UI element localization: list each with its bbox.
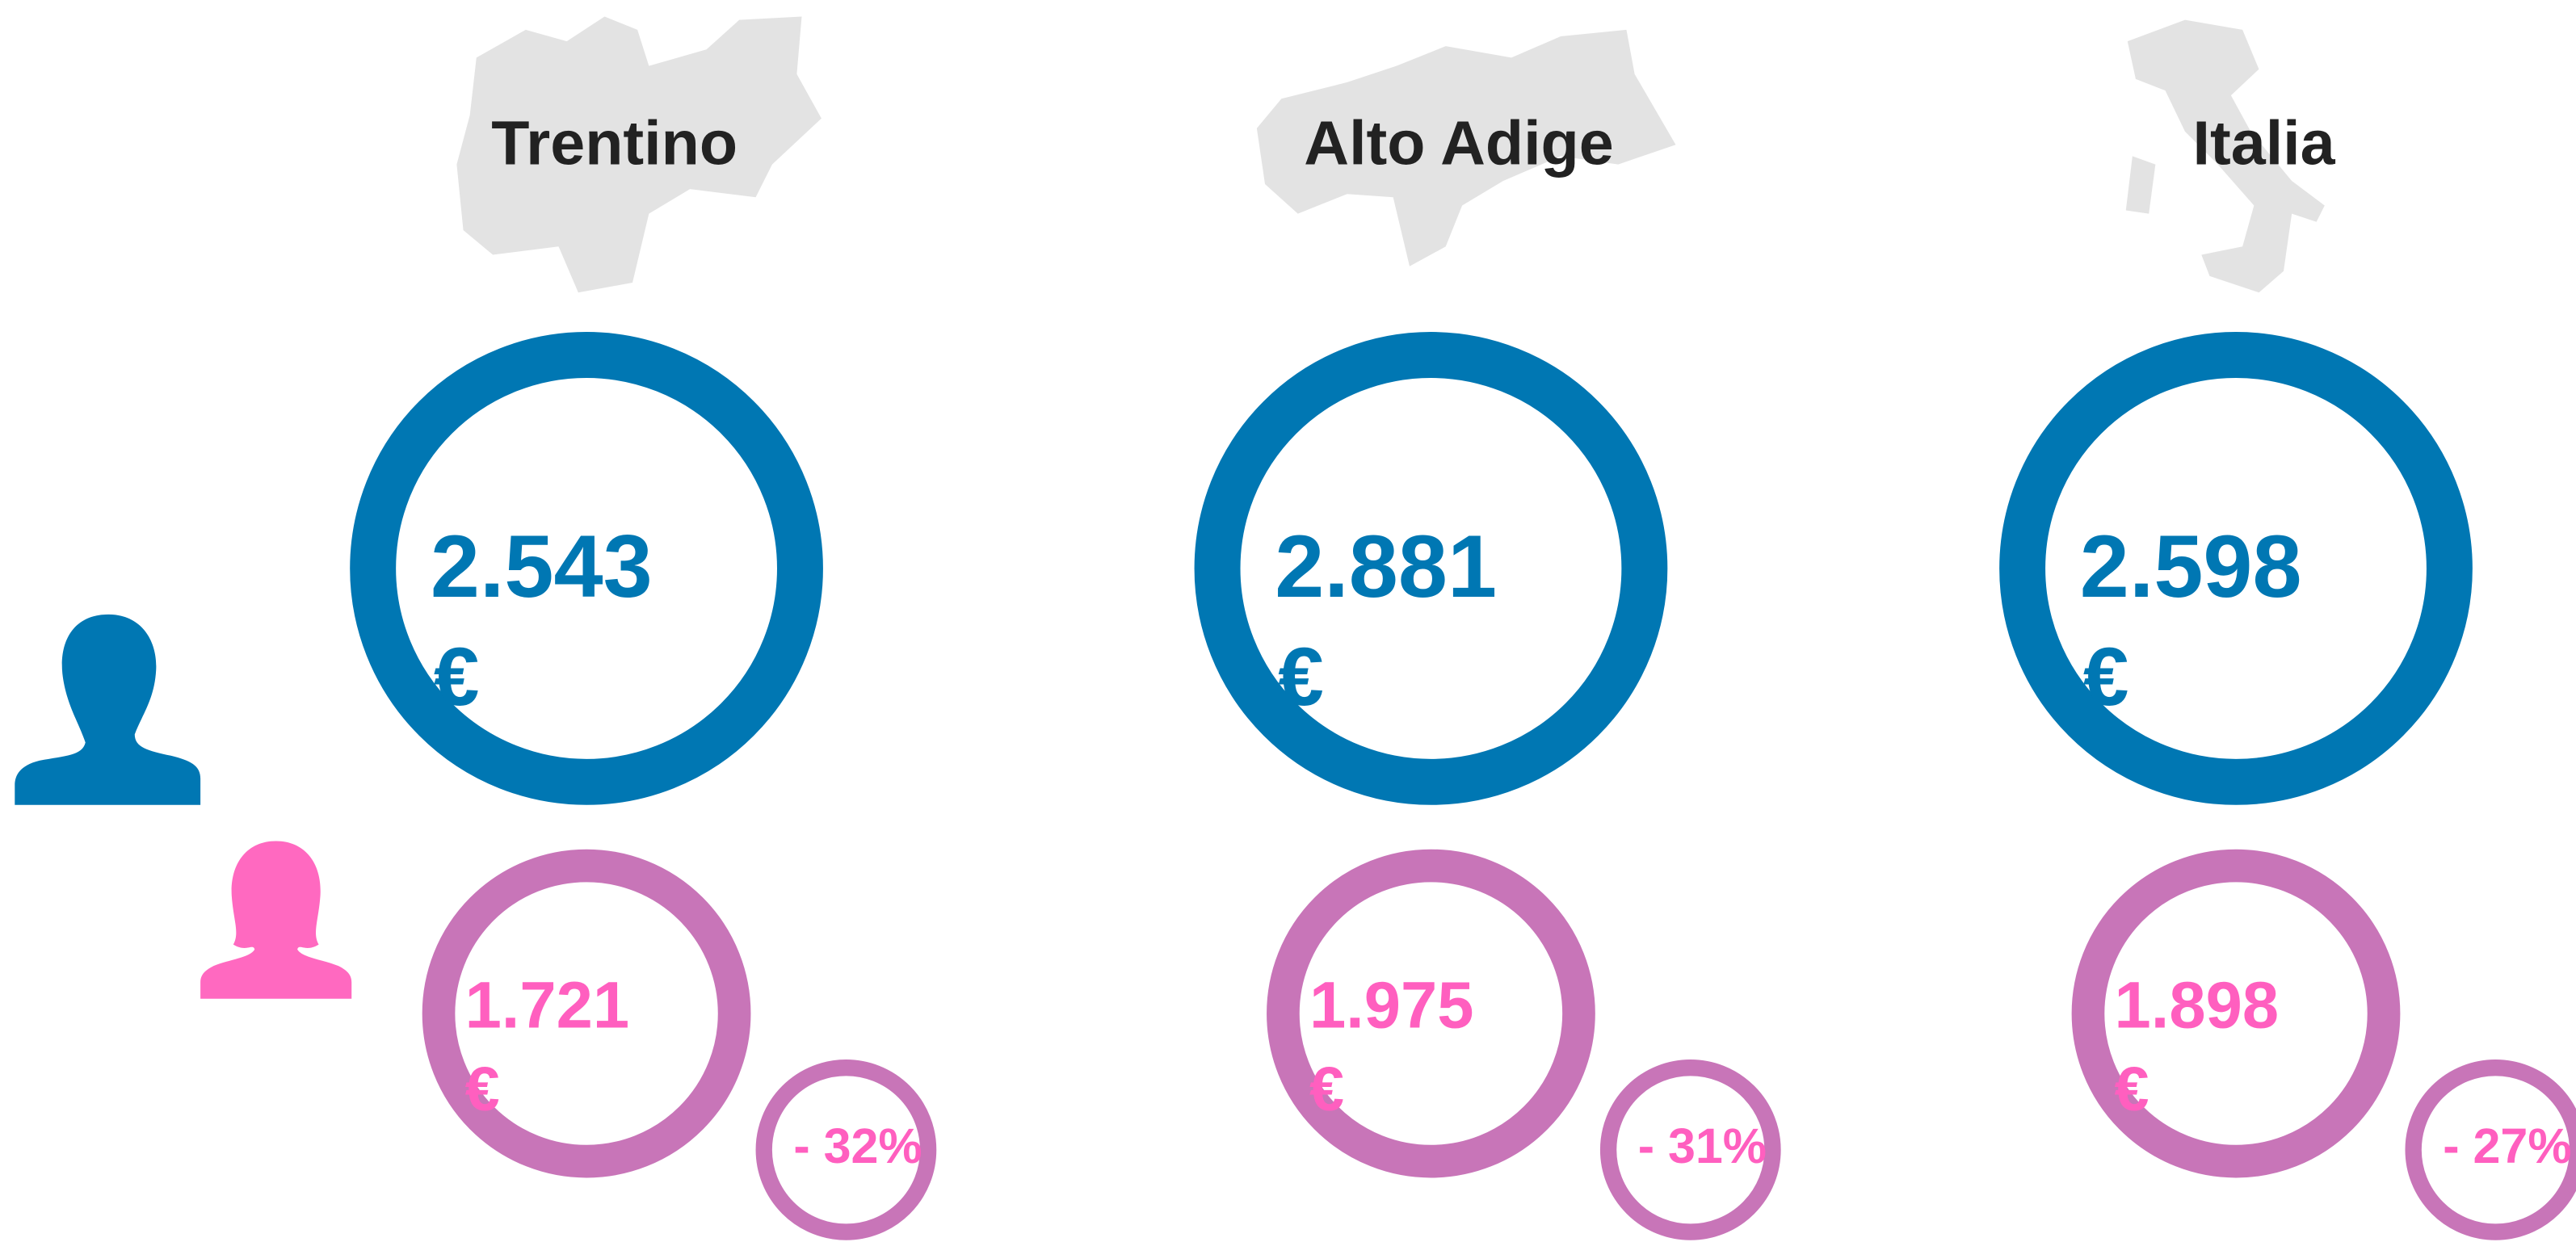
male-salary: 2.598 <box>2080 518 2302 616</box>
gap: - 32% <box>793 1118 922 1173</box>
male-salary: 2.543 <box>431 518 653 616</box>
male-currency: € <box>1278 631 1324 723</box>
region-name: Italia <box>2193 109 2336 178</box>
region-name: Alto Adige <box>1304 109 1613 178</box>
male-salary: 2.881 <box>1275 518 1497 616</box>
female-currency: € <box>465 1055 500 1124</box>
map-alto-adige <box>1256 29 1676 266</box>
female-salary: 1.898 <box>2115 968 2280 1042</box>
male-ring <box>1999 332 2473 805</box>
female-ring <box>2071 849 2401 1178</box>
female-ring <box>1267 849 1595 1178</box>
male-icon <box>15 614 201 805</box>
gap: - 27% <box>2443 1118 2571 1173</box>
gap-ring <box>755 1059 937 1240</box>
female-salary: 1.975 <box>1309 968 1474 1042</box>
female-icon <box>200 841 352 999</box>
female-salary: 1.721 <box>465 968 630 1042</box>
male-ring <box>1194 332 1668 805</box>
map-italia <box>2125 19 2325 293</box>
region-name: Trentino <box>491 109 738 178</box>
gap-ring <box>2405 1059 2576 1240</box>
female-ring <box>422 849 751 1178</box>
male-currency: € <box>434 631 480 723</box>
male-currency: € <box>2083 631 2129 723</box>
male-ring <box>350 332 823 805</box>
female-currency: € <box>1309 1055 1344 1124</box>
gap: - 31% <box>1638 1118 1767 1173</box>
female-currency: € <box>2115 1055 2149 1124</box>
map-trentino <box>456 16 822 293</box>
gap-ring <box>1599 1059 1781 1240</box>
